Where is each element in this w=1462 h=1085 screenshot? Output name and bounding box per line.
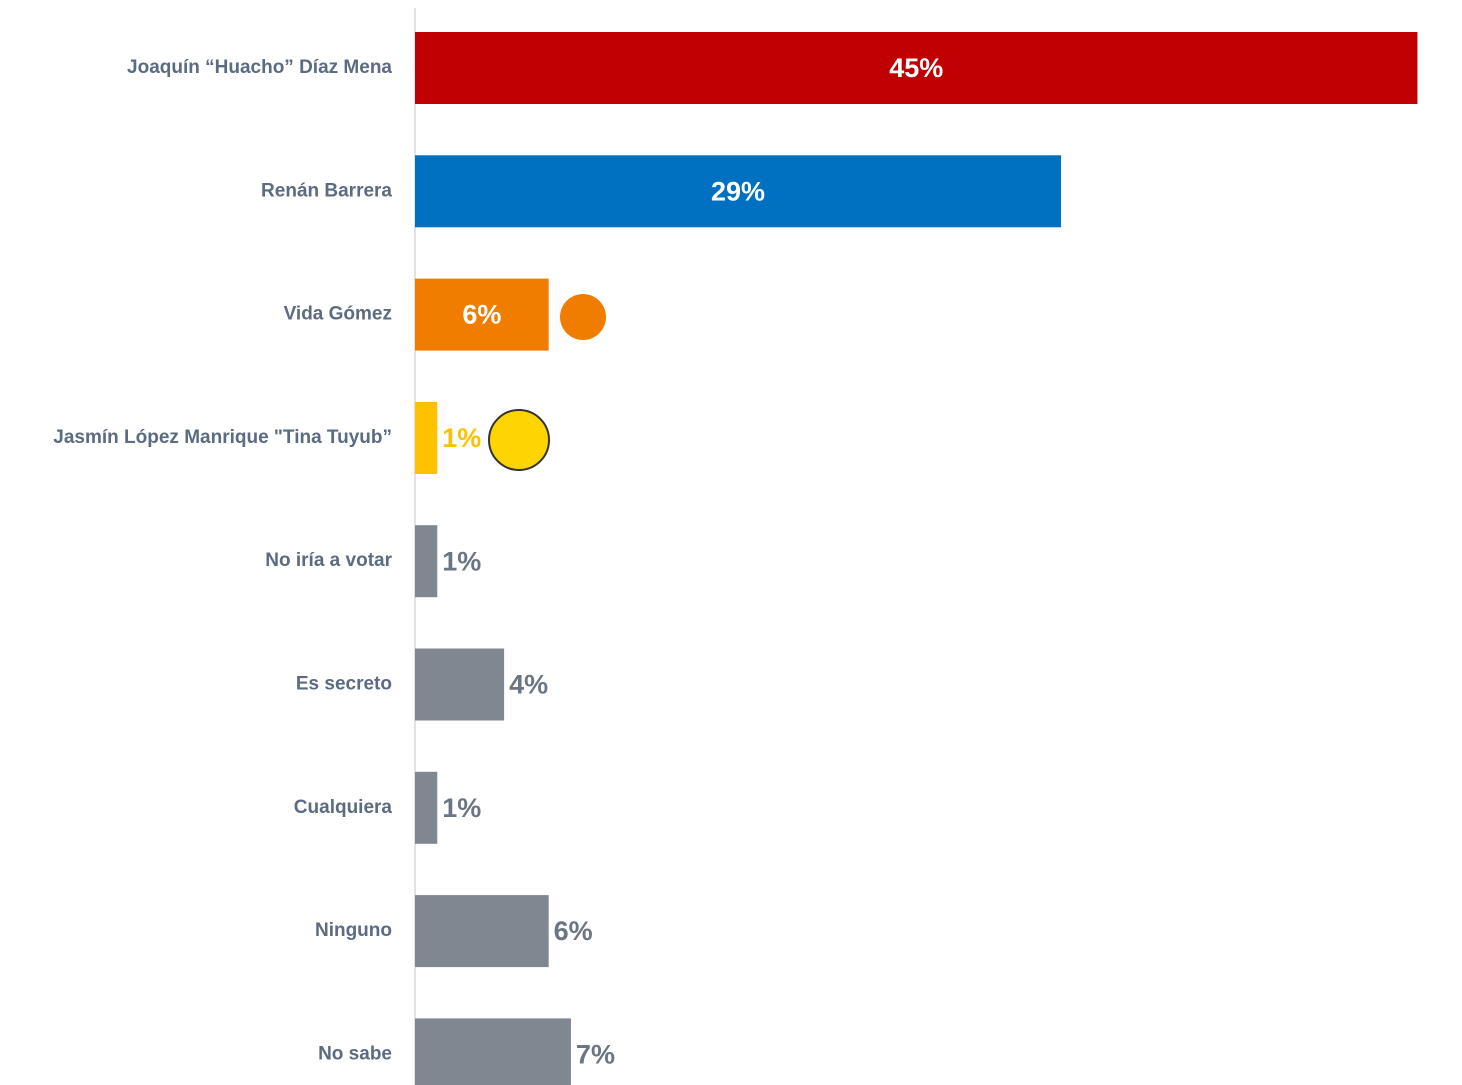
value-label: 4% bbox=[509, 670, 548, 700]
category-label: No sabe bbox=[318, 1043, 392, 1064]
value-label: 1% bbox=[442, 546, 481, 576]
category-label: Vida Gómez bbox=[284, 304, 392, 325]
bar bbox=[415, 402, 437, 474]
value-label: 6% bbox=[554, 916, 593, 946]
value-label: 45% bbox=[889, 53, 943, 83]
bar bbox=[415, 1018, 571, 1085]
category-label: Ninguno bbox=[315, 920, 392, 941]
value-label: 29% bbox=[711, 176, 765, 206]
category-label: Es secreto bbox=[296, 674, 392, 695]
bar bbox=[415, 649, 504, 721]
chart: Joaquín “Huacho” Díaz Mena 45% Renán Barre… bbox=[0, 0, 1462, 1085]
decorations bbox=[489, 45, 1393, 470]
value-label: 1% bbox=[442, 793, 481, 823]
value-label: 1% bbox=[442, 423, 481, 453]
category-label: Jasmín López Manrique "Tina Tuyub” bbox=[53, 427, 392, 448]
value-label: 6% bbox=[462, 300, 501, 330]
category-label: Renán Barrera bbox=[261, 180, 392, 201]
bar bbox=[415, 895, 549, 967]
party-logo bbox=[560, 294, 606, 340]
party-logo bbox=[489, 410, 549, 470]
category-label: Cualquiera bbox=[294, 797, 393, 818]
bar bbox=[415, 525, 437, 597]
value-label: 7% bbox=[576, 1040, 615, 1070]
category-label: Joaquín “Huacho” Díaz Mena bbox=[127, 57, 392, 78]
category-label: No iría a votar bbox=[265, 550, 392, 571]
bar bbox=[415, 772, 437, 844]
